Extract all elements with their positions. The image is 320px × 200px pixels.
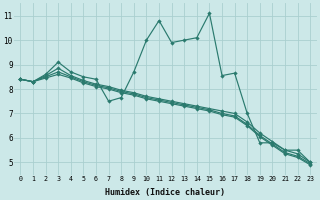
X-axis label: Humidex (Indice chaleur): Humidex (Indice chaleur) bbox=[105, 188, 225, 197]
